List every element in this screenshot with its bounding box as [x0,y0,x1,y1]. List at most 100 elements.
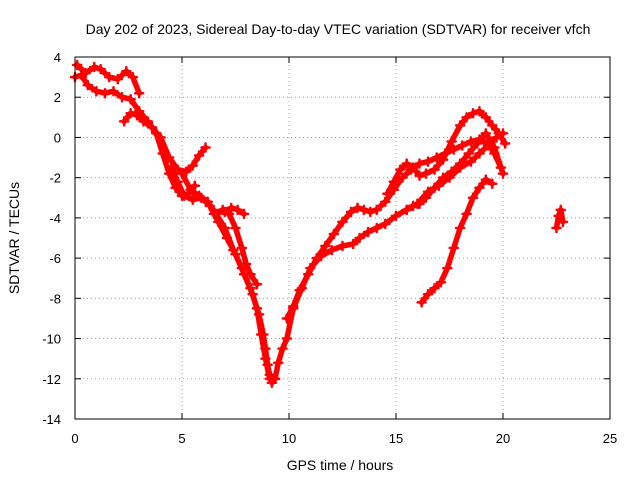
data-point [236,242,248,254]
data-point [474,148,485,159]
data-point [232,204,243,216]
data-point [382,188,393,200]
data-point [487,178,498,189]
data-point [245,268,256,280]
series-track-9 [382,106,511,200]
data-point [133,87,145,99]
data-point [187,194,198,206]
data-point [108,85,119,97]
data-point [457,140,468,151]
data-point [178,190,190,202]
data-point [281,313,293,324]
data-point [371,204,382,216]
y-tick-label: -6 [49,251,61,266]
data-point [251,303,263,314]
grid [75,57,610,419]
data-point [380,218,391,230]
data-point [99,87,111,99]
data-point [71,59,83,71]
data-point [429,182,440,193]
data-point [431,152,442,163]
data-point [337,240,348,252]
data-point [245,283,256,294]
data-point [407,200,419,212]
data-point [480,128,492,139]
data-point [166,162,177,173]
data-point [380,196,391,208]
data-point [463,148,475,159]
data-point [163,152,175,163]
data-point [146,122,158,133]
data-point [429,283,440,294]
data-point [138,116,149,127]
data-point [465,156,477,167]
data-point [112,73,124,85]
data-point [489,142,500,153]
data-point [493,128,504,139]
y-tick-label: -10 [42,332,61,347]
series-track-7 [219,202,250,220]
data-point [397,172,408,183]
data-point [497,168,509,179]
data-point [345,206,357,218]
x-tick-label: 20 [496,431,510,446]
ticks: 0 5 10 15 20 25 -14 -12 -10 -8 -6 -4 -2 0 2 4 [42,50,617,446]
data-point [225,202,237,214]
y-tick-label: -4 [49,211,61,226]
data-point [461,112,472,123]
data-point [461,208,472,220]
series-line [179,170,273,382]
data-point [467,192,479,204]
data-point [437,172,449,183]
data-point [230,222,241,234]
y-tick-label: -8 [49,291,61,306]
data-point [187,160,198,171]
x-tick-label: 15 [389,431,403,446]
data-point [362,226,374,238]
data-point [127,71,139,83]
data-point [251,279,263,290]
data-point [80,67,91,79]
data-point [288,301,299,312]
data-point [401,204,412,216]
data-point [454,120,466,131]
data-point [499,138,511,149]
data-point [103,71,115,83]
data-point [480,112,492,123]
series-track-3 [118,108,211,177]
data-point [208,208,220,220]
data-point [487,120,498,131]
data-point [200,142,211,153]
data-point [189,180,201,191]
data-point [395,164,406,175]
data-point [185,184,196,195]
series-line [418,176,496,306]
data-point [89,61,100,73]
data-point [446,166,457,177]
data-point [303,268,314,280]
data-point [472,138,483,149]
data-point [454,158,466,169]
data-point [176,168,188,179]
series-track-2 [71,59,145,99]
data-point [354,232,365,244]
data-point [448,144,460,155]
y-axis-label: SDTVAR / TECUs [6,182,22,294]
data-point [420,192,432,204]
data-point [401,158,412,169]
data-point [131,110,143,121]
series-track-10 [401,128,509,216]
data-point [416,297,427,308]
data-point [311,252,323,264]
data-point [474,182,485,193]
y-tick-label: -2 [49,171,61,186]
data-point [420,168,432,179]
series-line [284,136,504,322]
data-point [480,174,492,185]
data-point [429,164,440,175]
x-tick-label: 25 [603,431,617,446]
series-layer [69,59,569,389]
data-point [414,170,425,181]
y-tick-label: 0 [54,130,61,145]
